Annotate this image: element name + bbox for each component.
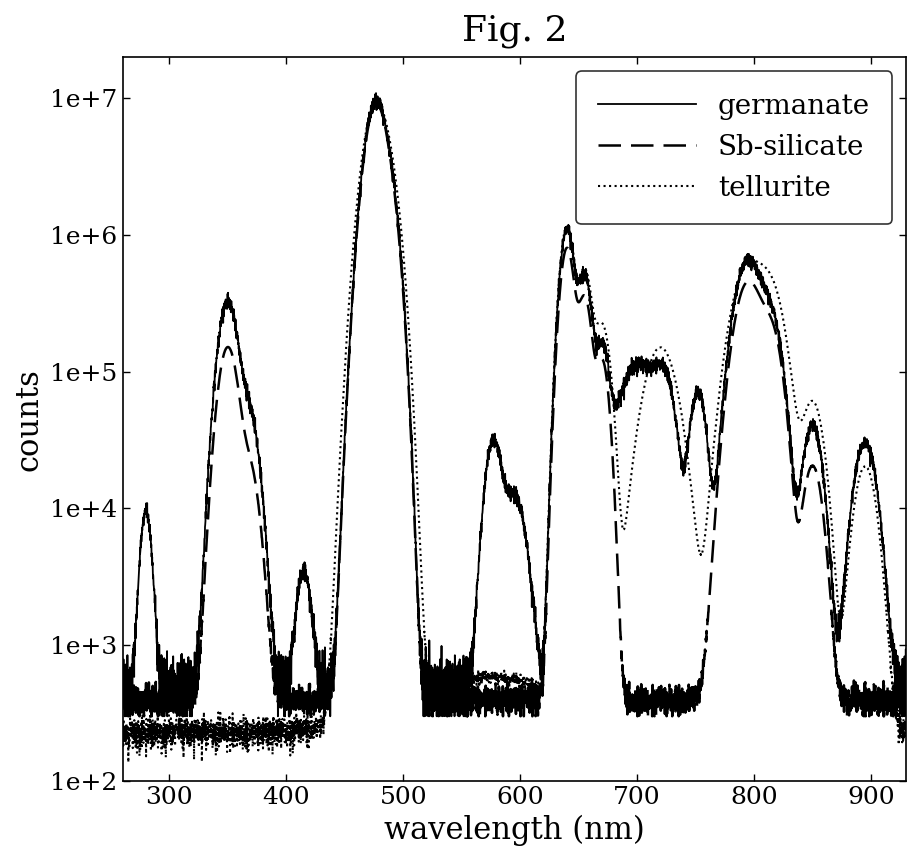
germanate (416, 658, 427, 668)
germanate (900, 696, 911, 706)
tellurite (371, 97, 382, 108)
Sb-silicate (117, 692, 128, 703)
Title: Fig. 2: Fig. 2 (461, 14, 566, 48)
Sb-silicate (761, 304, 772, 315)
Sb-silicate (416, 685, 427, 695)
tellurite (259, 722, 270, 733)
germanate (626, 366, 637, 377)
Sb-silicate (370, 99, 381, 109)
Sb-silicate (626, 711, 637, 722)
germanate (586, 317, 597, 328)
Y-axis label: counts: counts (14, 368, 45, 470)
germanate (259, 520, 270, 531)
Sb-silicate (900, 693, 911, 703)
tellurite (586, 303, 597, 313)
germanate (701, 438, 712, 448)
tellurite (117, 733, 128, 743)
tellurite (761, 264, 772, 274)
tellurite (123, 758, 134, 768)
germanate (117, 674, 128, 685)
Legend: germanate, Sb-silicate, tellurite: germanate, Sb-silicate, tellurite (575, 71, 891, 224)
Sb-silicate (701, 614, 712, 624)
Line: Sb-silicate: Sb-silicate (122, 104, 905, 716)
germanate (119, 711, 130, 722)
Sb-silicate (122, 711, 133, 722)
Sb-silicate (259, 569, 270, 580)
X-axis label: wavelength (nm): wavelength (nm) (383, 815, 644, 846)
tellurite (900, 734, 911, 744)
Sb-silicate (586, 337, 597, 347)
tellurite (626, 460, 637, 470)
germanate (370, 88, 381, 98)
germanate (761, 285, 772, 295)
tellurite (701, 507, 712, 517)
tellurite (416, 587, 427, 597)
Line: tellurite: tellurite (122, 102, 905, 763)
Line: germanate: germanate (122, 93, 905, 716)
